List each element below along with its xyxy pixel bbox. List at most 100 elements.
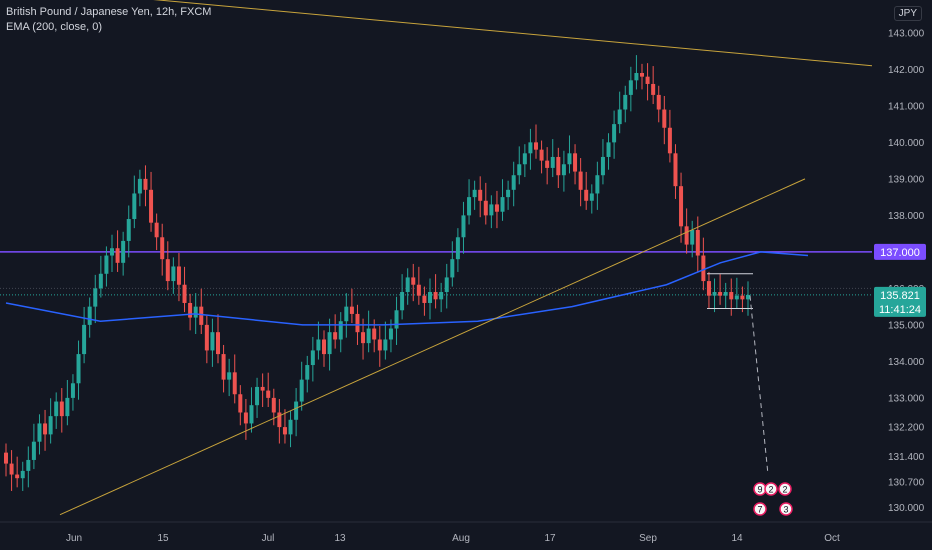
price-axis-tick: 138.000 — [888, 211, 925, 222]
countdown-label: 11:41:24 — [879, 304, 921, 316]
candle-body — [589, 193, 594, 201]
candle-body — [478, 189, 483, 201]
candle-body — [355, 313, 360, 333]
candle-body — [679, 186, 684, 227]
candle-body — [238, 394, 243, 413]
candle-body — [271, 397, 276, 413]
candle-body — [701, 255, 706, 282]
annotation-marker — [753, 502, 767, 516]
candle-body — [87, 306, 92, 325]
candle-body — [322, 339, 326, 355]
candle-body — [121, 240, 126, 263]
candle-body — [561, 164, 566, 176]
annotation-marker — [779, 502, 793, 516]
candle-body — [584, 189, 589, 201]
candle-body — [4, 452, 8, 464]
candle-body — [444, 277, 449, 293]
candle-body — [82, 324, 87, 355]
time-axis-tick: Oct — [824, 533, 840, 544]
candle-body — [193, 306, 198, 318]
candle-body — [54, 401, 59, 417]
annotation-label: 7 — [757, 505, 762, 515]
candle-body — [567, 153, 572, 165]
candle-body — [294, 401, 299, 420]
last-price-label: 135.821 — [880, 290, 920, 302]
candle-body — [718, 292, 723, 296]
candle-body — [740, 295, 745, 300]
candle-body — [282, 427, 287, 435]
candle-body — [305, 365, 310, 380]
time-axis-tick: Jun — [66, 533, 82, 544]
price-axis-tick: 131.400 — [888, 452, 925, 463]
candle-body — [684, 226, 689, 245]
last-price-tag — [874, 286, 926, 317]
candle-body — [221, 354, 226, 380]
candle-body — [640, 73, 644, 77]
annotation-label: 3 — [783, 505, 788, 515]
candle-body — [539, 149, 544, 161]
candle-body — [299, 379, 304, 402]
level-price-label: 137.000 — [880, 247, 920, 259]
candle-body — [327, 332, 332, 355]
candle-body — [143, 178, 148, 190]
candle-body — [366, 328, 371, 344]
price-axis-tick: 133.000 — [888, 393, 925, 404]
candle-body — [517, 164, 522, 176]
candle-body — [522, 153, 527, 165]
candle-body — [98, 273, 103, 289]
candle-body — [249, 405, 254, 424]
price-axis-tick: 142.000 — [888, 65, 925, 76]
candle-body — [712, 292, 717, 296]
candle-body — [467, 197, 472, 216]
candle-body — [489, 204, 494, 216]
candle-body — [377, 339, 382, 351]
price-axis — [872, 0, 932, 522]
candle-body — [534, 142, 538, 150]
price-axis-tick: 139.000 — [888, 174, 925, 185]
candle-body — [338, 321, 343, 340]
candle-body — [37, 423, 42, 442]
ema-indicator-label[interactable]: EMA (200, close, 0) — [6, 21, 102, 33]
price-axis-tick: 141.000 — [888, 101, 925, 112]
candle-body — [115, 248, 120, 263]
currency-badge[interactable]: JPY — [893, 6, 922, 21]
candle-body — [617, 109, 622, 125]
upper-trendline — [153, 0, 873, 67]
candle-body — [154, 222, 159, 238]
candle-body — [232, 372, 237, 395]
candle-body — [31, 441, 36, 460]
candle-body — [494, 204, 499, 212]
candle-body — [383, 339, 388, 351]
level-price-tag — [874, 243, 926, 260]
price-axis-tick: 140.000 — [888, 138, 925, 149]
candle-body — [288, 419, 293, 435]
candle-body — [651, 83, 656, 95]
candle-body — [59, 401, 64, 417]
candle-body — [165, 259, 170, 282]
candle-body — [600, 156, 605, 176]
symbol-title[interactable]: British Pound / Japanese Yen, 12h, FXCM — [6, 6, 212, 18]
candle-body — [310, 350, 315, 366]
candle-body — [556, 156, 561, 176]
time-axis-tick: 13 — [334, 533, 346, 544]
projection-dashed-line — [749, 295, 769, 475]
annotation-marker — [764, 482, 778, 496]
candle-body — [667, 127, 672, 154]
candle-body — [416, 284, 421, 296]
ema-line — [5, 251, 809, 326]
time-axis-tick: Aug — [452, 533, 470, 544]
candle-body — [734, 295, 739, 300]
candle-body — [333, 332, 338, 340]
candle-body — [500, 197, 505, 212]
candle-body — [15, 474, 20, 479]
candle-body — [216, 332, 220, 355]
candle-body — [188, 302, 193, 318]
annotation-marker — [778, 482, 792, 496]
candle-body — [662, 109, 667, 128]
candle-body — [612, 124, 617, 143]
candle-body — [266, 390, 271, 398]
candle-body — [483, 200, 488, 216]
candle-body — [227, 372, 232, 380]
